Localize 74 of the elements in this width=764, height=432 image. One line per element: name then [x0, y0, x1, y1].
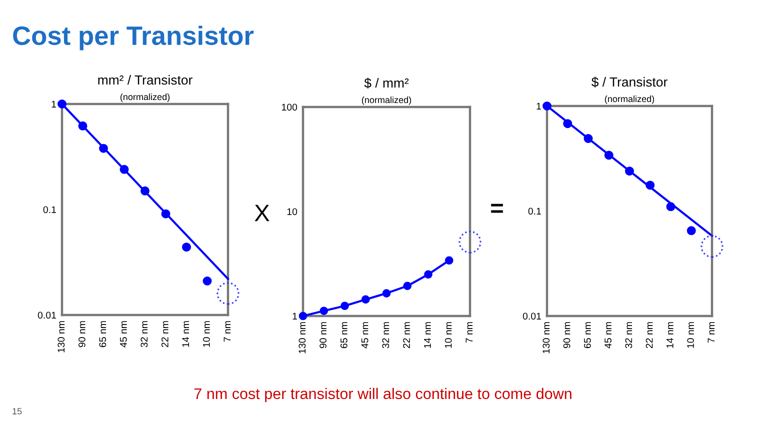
point [444, 256, 454, 265]
point [78, 121, 88, 130]
point [382, 289, 391, 298]
y-tick-label: 0.01 [522, 312, 541, 320]
chart-title: $ / Transistor [592, 76, 668, 88]
point [403, 282, 412, 290]
x-tick-label: 90 nm [320, 322, 326, 348]
y-tick-label: 0.1 [528, 208, 541, 215]
text: 7 nm cost per transistor will also continue to come down [194, 388, 572, 402]
x-tick-label: 10 nm [687, 322, 694, 348]
point [458, 230, 482, 254]
x-tick-label: 90 nm [78, 321, 86, 348]
y-tick-label: 1 [536, 102, 541, 110]
x-tick-label: 10 nm [202, 321, 210, 347]
text: = [491, 204, 503, 213]
point [58, 100, 66, 108]
x-tick-label: 7 nm [708, 322, 715, 343]
x-tick-label: 65 nm [99, 321, 106, 348]
point [182, 242, 191, 252]
y-tick-label: 1 [292, 312, 297, 320]
x-tick-label: 130 nm [542, 322, 550, 354]
x-tick-label: 130 nm [298, 322, 306, 354]
point [625, 166, 634, 176]
x-tick-label: 90 nm [563, 322, 570, 348]
point [604, 150, 614, 160]
point [666, 202, 676, 212]
point [700, 235, 724, 258]
x-tick-label: 65 nm [584, 322, 591, 348]
x-tick-label: 22 nm [161, 321, 168, 348]
point [686, 226, 696, 236]
x-tick-label: 14 nm [666, 322, 674, 348]
point [140, 186, 150, 196]
text: X [254, 204, 270, 222]
x-tick-label: 7 nm [224, 321, 231, 342]
x-tick-label: 45 nm [604, 322, 612, 348]
x-tick-label: 32 nm [382, 322, 390, 348]
point [161, 209, 170, 218]
chart-title: mm² / Transistor [98, 74, 192, 85]
text: 15 [12, 408, 22, 414]
point [361, 295, 370, 304]
point [563, 119, 572, 128]
point [120, 164, 129, 174]
x-tick-label: 32 nm [625, 322, 632, 348]
point [340, 302, 349, 310]
point [99, 144, 108, 153]
x-tick-label: 65 nm [340, 322, 348, 348]
point [424, 270, 432, 279]
point [202, 276, 212, 286]
x-tick-label: 22 nm [646, 322, 653, 348]
y-tick-label: 0.1 [43, 206, 56, 214]
x-tick-label: 22 nm [403, 322, 410, 348]
point [646, 180, 655, 190]
x-tick-label: 45 nm [120, 321, 127, 348]
point [584, 134, 593, 144]
x-tick-label: 10 nm [444, 322, 452, 348]
x-tick-label: 14 nm [424, 322, 431, 348]
y-tick-label: 1 [52, 100, 56, 108]
point [320, 306, 328, 316]
chart-subtitle: (normalized) [120, 93, 170, 102]
y-tick-label: 100 [282, 104, 298, 111]
x-tick-label: 130 nm [58, 321, 65, 352]
chart-subtitle: (normalized) [604, 95, 654, 104]
point [298, 312, 308, 320]
x-tick-label: 7 nm [466, 322, 473, 343]
text: Cost per Transistor [13, 26, 254, 50]
y-tick-label: 0.01 [38, 312, 56, 319]
chart-subtitle: (normalized) [362, 96, 412, 105]
x-tick-label: 14 nm [182, 321, 190, 347]
x-tick-label: 45 nm [361, 322, 368, 348]
x-tick-label: 32 nm [140, 321, 148, 348]
point [216, 282, 240, 305]
point [542, 102, 552, 110]
chart-title: $ / mm² [364, 78, 409, 88]
y-tick-label: 10 [287, 208, 298, 216]
